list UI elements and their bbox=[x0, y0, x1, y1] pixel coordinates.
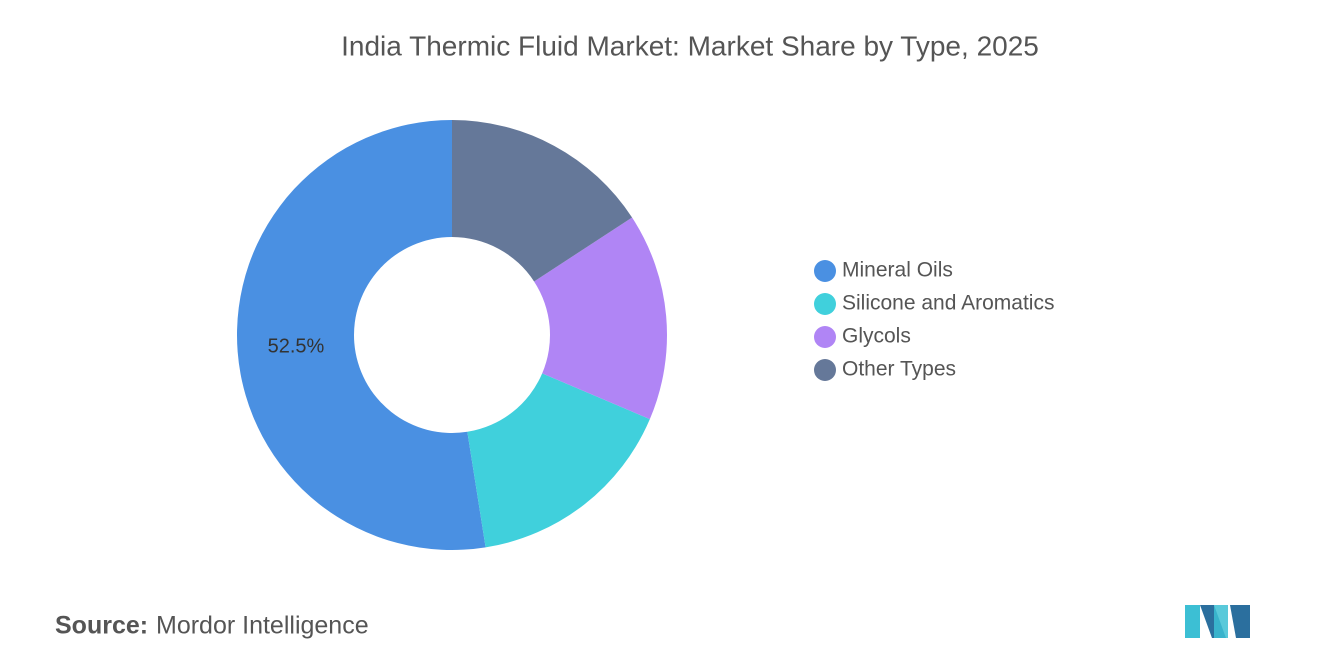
legend-label: Silicone and Aromatics bbox=[842, 292, 1054, 315]
source-label: Source: bbox=[55, 612, 148, 640]
legend-label: Other Types bbox=[842, 358, 956, 381]
legend-marker bbox=[814, 359, 836, 381]
legend-label: Glycols bbox=[842, 325, 911, 348]
data-label: 52.5% bbox=[268, 336, 325, 358]
chart-title: India Thermic Fluid Market: Market Share… bbox=[341, 30, 1039, 61]
source-name: Mordor Intelligence bbox=[156, 612, 369, 640]
legend-marker bbox=[814, 260, 836, 282]
legend-marker bbox=[814, 326, 836, 348]
logo bbox=[1185, 605, 1250, 638]
legend-label: Mineral Oils bbox=[842, 259, 953, 282]
legend-marker bbox=[814, 293, 836, 315]
